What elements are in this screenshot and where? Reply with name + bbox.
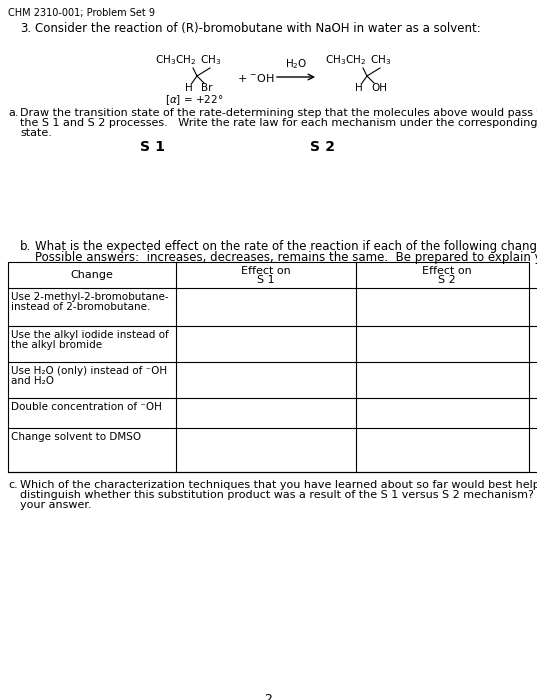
Text: H: H	[185, 83, 193, 93]
Text: Use the alkyl iodide instead of: Use the alkyl iodide instead of	[11, 330, 169, 340]
Text: [$\alpha$] = +22°: [$\alpha$] = +22°	[165, 93, 223, 107]
Text: c.: c.	[8, 480, 18, 490]
Text: CH$_3$CH$_2$: CH$_3$CH$_2$	[325, 53, 366, 67]
Text: S 1: S 1	[257, 275, 275, 285]
Text: a.: a.	[8, 108, 18, 118]
Text: CHM 2310-001; Problem Set 9: CHM 2310-001; Problem Set 9	[8, 8, 155, 18]
Text: CH$_3$: CH$_3$	[200, 53, 221, 67]
Text: H: H	[355, 83, 363, 93]
Text: Effect on: Effect on	[422, 266, 471, 276]
Text: the alkyl bromide: the alkyl bromide	[11, 340, 102, 350]
Text: H$_2$O: H$_2$O	[285, 57, 307, 71]
Text: S 2: S 2	[438, 275, 455, 285]
Text: distinguish whether this substitution product was a result of the S 1 versus S 2: distinguish whether this substitution pr…	[20, 490, 537, 500]
Text: CH$_3$: CH$_3$	[370, 53, 391, 67]
Text: Draw the transition state of the rate-determining step that the molecules above : Draw the transition state of the rate-de…	[20, 108, 537, 118]
Text: 2: 2	[265, 693, 272, 700]
Text: and H₂O: and H₂O	[11, 376, 54, 386]
Text: OH: OH	[371, 83, 387, 93]
Text: What is the expected effect on the rate of the reaction if each of the following: What is the expected effect on the rate …	[35, 240, 537, 253]
Bar	[8, 262, 529, 472]
Text: your answer.: your answer.	[20, 500, 92, 510]
Text: state.: state.	[20, 128, 52, 138]
Text: Effect on: Effect on	[241, 266, 291, 276]
Text: + $^{-}$OH: + $^{-}$OH	[237, 72, 275, 84]
Text: Use H₂O (only) instead of ⁻OH: Use H₂O (only) instead of ⁻OH	[11, 366, 167, 376]
Text: S 1: S 1	[140, 140, 165, 154]
Text: 3.: 3.	[20, 22, 31, 35]
Text: Change: Change	[70, 270, 113, 280]
Text: the S 1 and S 2 processes.   Write the rate law for each mechanism under the cor: the S 1 and S 2 processes. Write the rat…	[20, 118, 537, 128]
Text: Double concentration of ⁻OH: Double concentration of ⁻OH	[11, 402, 162, 412]
Text: Use 2-methyl-2-bromobutane-: Use 2-methyl-2-bromobutane-	[11, 292, 169, 302]
Text: Br: Br	[201, 83, 213, 93]
Text: b.: b.	[20, 240, 31, 253]
Text: Consider the reaction of (R)-bromobutane with NaOH in water as a solvent:: Consider the reaction of (R)-bromobutane…	[35, 22, 481, 35]
Text: Change solvent to DMSO: Change solvent to DMSO	[11, 432, 141, 442]
Text: Which of the characterization techniques that you have learned about so far woul: Which of the characterization techniques…	[20, 480, 537, 490]
Text: CH$_3$CH$_2$: CH$_3$CH$_2$	[155, 53, 196, 67]
Text: instead of 2-bromobutane.: instead of 2-bromobutane.	[11, 302, 150, 312]
Text: Possible answers:  increases, decreases, remains the same.  Be prepared to expla: Possible answers: increases, decreases, …	[35, 251, 537, 264]
Text: S 2: S 2	[310, 140, 335, 154]
